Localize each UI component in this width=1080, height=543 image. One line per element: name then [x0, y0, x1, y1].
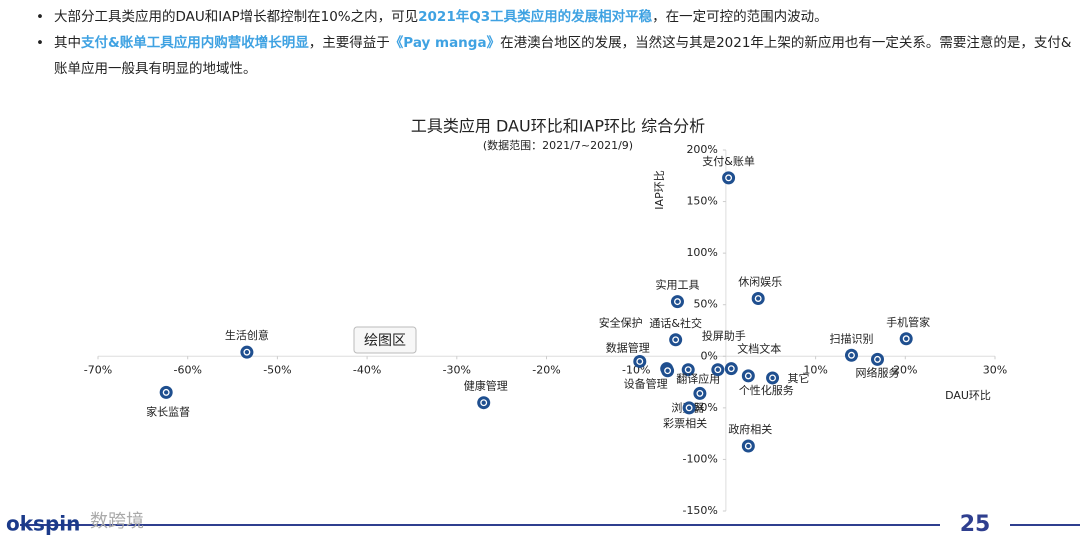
point	[670, 295, 684, 309]
y-tick-label: 150%	[686, 195, 717, 208]
x-tick-label: -30%	[443, 363, 471, 376]
point	[741, 439, 755, 453]
point	[899, 332, 913, 346]
x-tick-label: 10%	[803, 363, 827, 376]
text: ，主要得益于	[308, 35, 390, 51]
point	[240, 345, 254, 359]
point-ring	[696, 389, 704, 397]
point	[722, 171, 736, 185]
bullets: 大部分工具类应用的DAU和IAP增长都控制在10%之内，可见2021年Q3工具类…	[32, 4, 1072, 82]
text: 其中	[54, 35, 81, 51]
bullet: 大部分工具类应用的DAU和IAP增长都控制在10%之内，可见2021年Q3工具类…	[32, 4, 1072, 30]
point-label: 支付&账单	[702, 155, 755, 168]
point	[633, 354, 647, 368]
y-tick-label: 0%	[700, 349, 717, 362]
point-label: 通话&社交	[649, 316, 702, 330]
point-label: 安全保护	[599, 316, 643, 330]
x-tick-label: -70%	[84, 363, 112, 376]
point	[669, 333, 683, 347]
point-ring	[769, 374, 776, 382]
highlight: 2021年Q3工具类应用的发展相对平稳	[418, 9, 653, 25]
point-ring	[685, 404, 693, 412]
x-axis-title: DAU环比	[945, 389, 991, 402]
chart-subtitle: (数据范围：2021/7~2021/9)	[483, 138, 633, 152]
x-tick-label: 20%	[893, 363, 917, 376]
point-ring	[714, 366, 722, 374]
point	[741, 369, 755, 383]
point-ring	[674, 298, 681, 306]
point-label: 政府相关	[728, 422, 772, 436]
highlight: 支付&账单工具应用内购营收增长明显	[81, 35, 309, 51]
logo: okspin	[6, 512, 80, 536]
point	[870, 352, 884, 366]
point-label: 生活创意	[225, 328, 269, 342]
point-ring	[480, 399, 488, 407]
y-tick-label: -50%	[689, 401, 717, 414]
point-label: 数据管理	[606, 340, 650, 354]
chart-title: 工具类应用 DAU环比和IAP环比 综合分析	[411, 117, 705, 136]
bullet: 其中支付&账单工具应用内购营收增长明显，主要得益于《Pay manga》在港澳台…	[32, 30, 1072, 82]
x-tick-label: 30%	[983, 363, 1007, 376]
point	[693, 386, 707, 400]
point-label: 休闲娱乐	[738, 275, 782, 289]
y-tick-label: -100%	[682, 452, 717, 465]
point-ring	[902, 335, 910, 343]
point	[724, 362, 738, 376]
y-tick-label: 50%	[693, 298, 717, 311]
text: ，在一定可控的范围内波动。	[652, 9, 828, 25]
point-label: 家长监督	[146, 404, 190, 418]
point-label: 翻译应用	[676, 372, 720, 386]
point-ring	[744, 442, 752, 450]
y-tick-label: 100%	[686, 246, 717, 259]
x-tick-label: -40%	[353, 363, 381, 376]
point-label: 健康管理	[464, 379, 508, 393]
page-number: 25	[960, 512, 991, 537]
point-ring	[672, 336, 680, 344]
point	[711, 363, 725, 377]
watermark: 数跨境	[90, 511, 144, 532]
point-ring	[636, 357, 644, 365]
point-ring	[874, 355, 881, 363]
point-ring	[725, 174, 733, 182]
point-label: 个性化服务	[739, 383, 794, 397]
y-tick-label: -150%	[682, 504, 717, 517]
text: 在港澳台地区的发展，当然这与其是2021年上架的新应用也有一定关系。需要注意的是…	[54, 35, 1072, 77]
point-ring	[744, 372, 752, 380]
y-axis-title: IAP环比	[653, 170, 666, 209]
point	[681, 363, 695, 377]
point-ring	[684, 366, 692, 374]
tooltip: 绘图区	[364, 333, 406, 349]
point-ring	[848, 351, 855, 359]
point	[751, 292, 765, 306]
point-label: 实用工具	[655, 278, 699, 292]
point-label: 其它	[788, 371, 810, 385]
point-label: 手机管家	[886, 315, 930, 329]
y-tick-label: 200%	[686, 143, 717, 156]
point	[159, 385, 173, 399]
point-ring	[243, 348, 251, 356]
point-ring	[162, 388, 170, 396]
tooltip-box	[353, 326, 417, 354]
point	[766, 371, 780, 385]
point-ring	[727, 365, 735, 373]
point-label: 网络服务	[855, 365, 899, 379]
x-tick-label: -60%	[173, 363, 201, 376]
point-ring	[754, 295, 762, 302]
point	[661, 364, 675, 378]
point-label: 文档文本	[737, 342, 781, 356]
point-label: 设备管理	[624, 377, 668, 391]
x-tick-label: -50%	[263, 363, 291, 376]
point	[682, 401, 696, 415]
point	[477, 396, 491, 410]
point	[844, 348, 858, 362]
point-ring	[664, 367, 672, 375]
x-tick-label: -20%	[532, 363, 560, 376]
text: 大部分工具类应用的DAU和IAP增长都控制在10%之内，可见	[54, 9, 419, 25]
point-label: 彩票相关	[663, 416, 707, 430]
highlight: 《Pay manga》	[389, 35, 501, 51]
point-label: 扫描识别	[829, 331, 873, 345]
point-label: 投屏助手	[702, 329, 746, 343]
